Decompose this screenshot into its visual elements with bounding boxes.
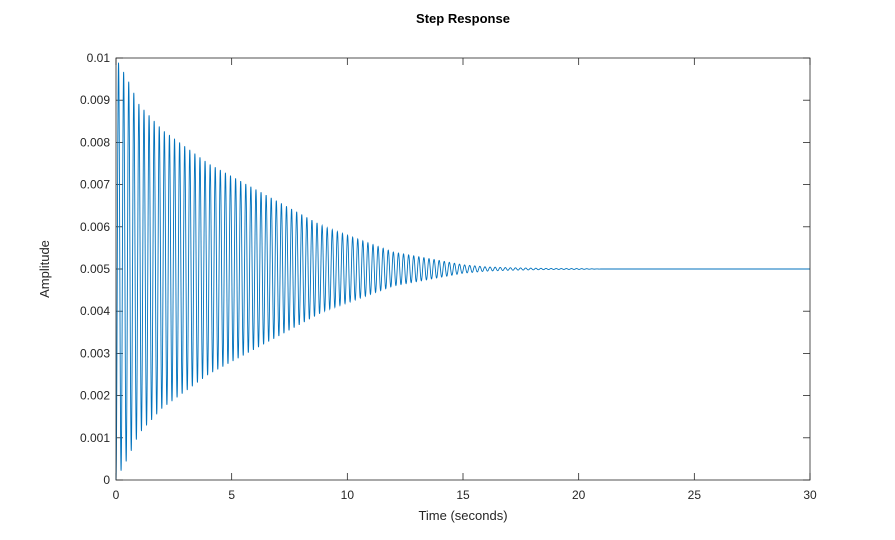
y-tick-label: 0 (103, 473, 110, 487)
y-tick-label: 0.001 (80, 431, 110, 445)
x-tick-label: 5 (228, 488, 235, 502)
y-tick-label: 0.005 (80, 262, 110, 276)
x-tick-label: 0 (113, 488, 120, 502)
step-response-series-line (115, 62, 810, 481)
y-tick-label: 0.003 (80, 346, 110, 360)
chart-title: Step Response (416, 11, 510, 26)
x-tick-label: 10 (341, 488, 355, 502)
x-tick-label: 20 (572, 488, 586, 502)
y-tick-label: 0.006 (80, 220, 110, 234)
y-axis-title: Amplitude (37, 240, 52, 298)
y-tick-label: 0.004 (80, 304, 110, 318)
y-tick-label: 0.007 (80, 178, 110, 192)
plot-area-frame (115, 57, 811, 481)
y-tick-label: 0.008 (80, 135, 110, 149)
x-axis-title: Time (seconds) (418, 508, 507, 523)
y-tick-label: 0.009 (80, 93, 110, 107)
y-tick-label: 0.01 (87, 51, 111, 65)
y-tick-label: 0.002 (80, 389, 110, 403)
x-tick-label: 25 (688, 488, 702, 502)
x-tick-label: 15 (456, 488, 470, 502)
x-tick-label: 30 (803, 488, 817, 502)
